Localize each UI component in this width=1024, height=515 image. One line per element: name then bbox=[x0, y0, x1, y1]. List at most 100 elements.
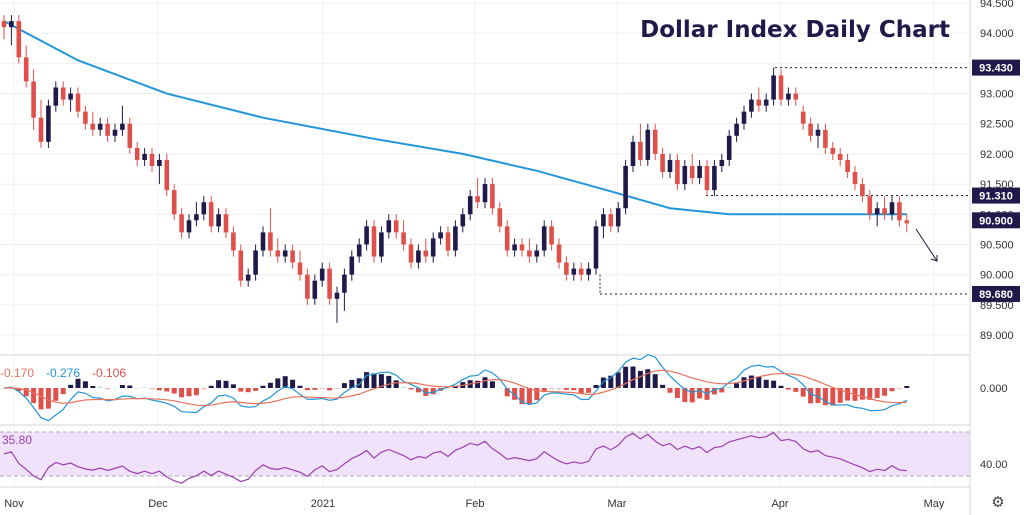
macd-histogram-bar bbox=[75, 378, 81, 388]
candle-body bbox=[231, 232, 236, 251]
macd-histogram-bar bbox=[105, 388, 111, 390]
macd-histogram-bar bbox=[726, 386, 732, 388]
candle-body bbox=[379, 232, 384, 257]
candle bbox=[356, 238, 362, 263]
candle bbox=[527, 238, 532, 263]
candle-body bbox=[897, 202, 902, 221]
candle-body bbox=[541, 226, 547, 251]
price-badge-box bbox=[972, 187, 1020, 204]
macd-histogram-bar bbox=[16, 388, 22, 392]
macd-histogram-bar bbox=[290, 379, 296, 388]
candle-body bbox=[90, 123, 96, 130]
candle bbox=[290, 244, 295, 269]
macd-histogram-bar bbox=[216, 380, 222, 388]
candle-body bbox=[497, 208, 503, 227]
candle-body bbox=[268, 232, 273, 251]
price-badge-box bbox=[972, 285, 1020, 302]
candle bbox=[874, 202, 880, 227]
candle bbox=[334, 286, 340, 323]
macd-histogram-bar bbox=[793, 388, 799, 392]
price-tick-label: 93.000 bbox=[980, 89, 1014, 101]
candle bbox=[1, 15, 7, 40]
price-badge-label: 90.900 bbox=[979, 215, 1013, 227]
candle-body bbox=[83, 111, 88, 124]
candle-body bbox=[120, 123, 125, 130]
macd-histogram-bar bbox=[179, 388, 185, 398]
candle bbox=[75, 87, 81, 118]
candle bbox=[534, 244, 540, 263]
candle bbox=[719, 153, 725, 173]
price-badge: 91.310 bbox=[972, 187, 1020, 204]
macd-histogram-bar bbox=[608, 375, 614, 388]
macd-histogram-bar bbox=[327, 388, 333, 391]
candle-body bbox=[519, 244, 525, 251]
candle bbox=[453, 220, 458, 257]
candle bbox=[623, 159, 628, 215]
candle bbox=[423, 238, 429, 263]
rsi-axis-label: 40.00 bbox=[980, 459, 1008, 471]
candle-body bbox=[712, 165, 717, 191]
macd-histogram-bar bbox=[859, 388, 865, 400]
candle-body bbox=[726, 135, 732, 160]
candle bbox=[460, 208, 466, 233]
macd-line bbox=[3, 353, 908, 422]
gear-icon[interactable]: ⚙ bbox=[991, 494, 1005, 511]
candle-body bbox=[134, 147, 140, 160]
candle-body bbox=[504, 226, 510, 251]
time-tick-label: Dec bbox=[148, 498, 168, 510]
time-tick-label: 2021 bbox=[311, 498, 335, 510]
macd-histogram-bar bbox=[378, 374, 384, 388]
candle-body bbox=[453, 226, 458, 251]
candle-body bbox=[157, 159, 162, 166]
candle-body bbox=[142, 153, 147, 160]
candle-body bbox=[430, 238, 436, 257]
macd-histogram-bar bbox=[82, 381, 88, 388]
candle-body bbox=[97, 123, 103, 130]
candle bbox=[157, 153, 162, 185]
candle bbox=[253, 244, 258, 281]
candle bbox=[179, 208, 184, 239]
candle bbox=[342, 268, 347, 311]
macd-histogram-bar bbox=[386, 375, 392, 388]
candle bbox=[223, 208, 229, 239]
candle bbox=[667, 153, 673, 179]
candle bbox=[482, 178, 488, 209]
macd-histogram-bar bbox=[430, 388, 436, 395]
macd-histogram-bar bbox=[660, 384, 666, 388]
candle bbox=[504, 220, 510, 257]
candle-body bbox=[297, 262, 303, 275]
macd-histogram-bar bbox=[208, 385, 214, 388]
macd-histogram-bar bbox=[556, 388, 562, 390]
macd-histogram-bar bbox=[748, 375, 754, 388]
candle-body bbox=[1, 21, 7, 28]
time-axis[interactable]: Nov Dec 2021 Feb Mar Apr May bbox=[4, 498, 945, 510]
candle bbox=[327, 262, 332, 305]
candle bbox=[60, 81, 66, 106]
candle bbox=[601, 208, 606, 239]
candle-body bbox=[904, 220, 910, 224]
candle-body bbox=[667, 159, 673, 173]
macd-histogram-bar bbox=[645, 369, 651, 388]
macd-histogram-bar bbox=[845, 388, 851, 401]
macd-histogram-bar bbox=[534, 388, 540, 401]
macd-histogram-bar bbox=[600, 377, 606, 388]
candle bbox=[675, 153, 680, 191]
candle bbox=[697, 159, 702, 185]
candle bbox=[808, 117, 813, 142]
candle bbox=[556, 238, 562, 269]
candle bbox=[904, 214, 910, 233]
macd-histogram-bar bbox=[68, 384, 74, 388]
candle bbox=[608, 208, 614, 233]
macd-histogram-bar bbox=[253, 388, 259, 391]
price-tick-label: 92.500 bbox=[980, 119, 1014, 131]
candle bbox=[586, 262, 591, 281]
macd-histogram-bar bbox=[563, 388, 569, 390]
macd-histogram-bar bbox=[512, 388, 518, 400]
candle-body bbox=[164, 159, 170, 191]
macd-histogram-bar bbox=[674, 388, 680, 398]
candle-body bbox=[815, 129, 821, 136]
candle-body bbox=[882, 208, 887, 215]
macd-histogram-bar bbox=[319, 388, 325, 389]
candle-body bbox=[312, 280, 318, 299]
candle-body bbox=[201, 202, 207, 215]
